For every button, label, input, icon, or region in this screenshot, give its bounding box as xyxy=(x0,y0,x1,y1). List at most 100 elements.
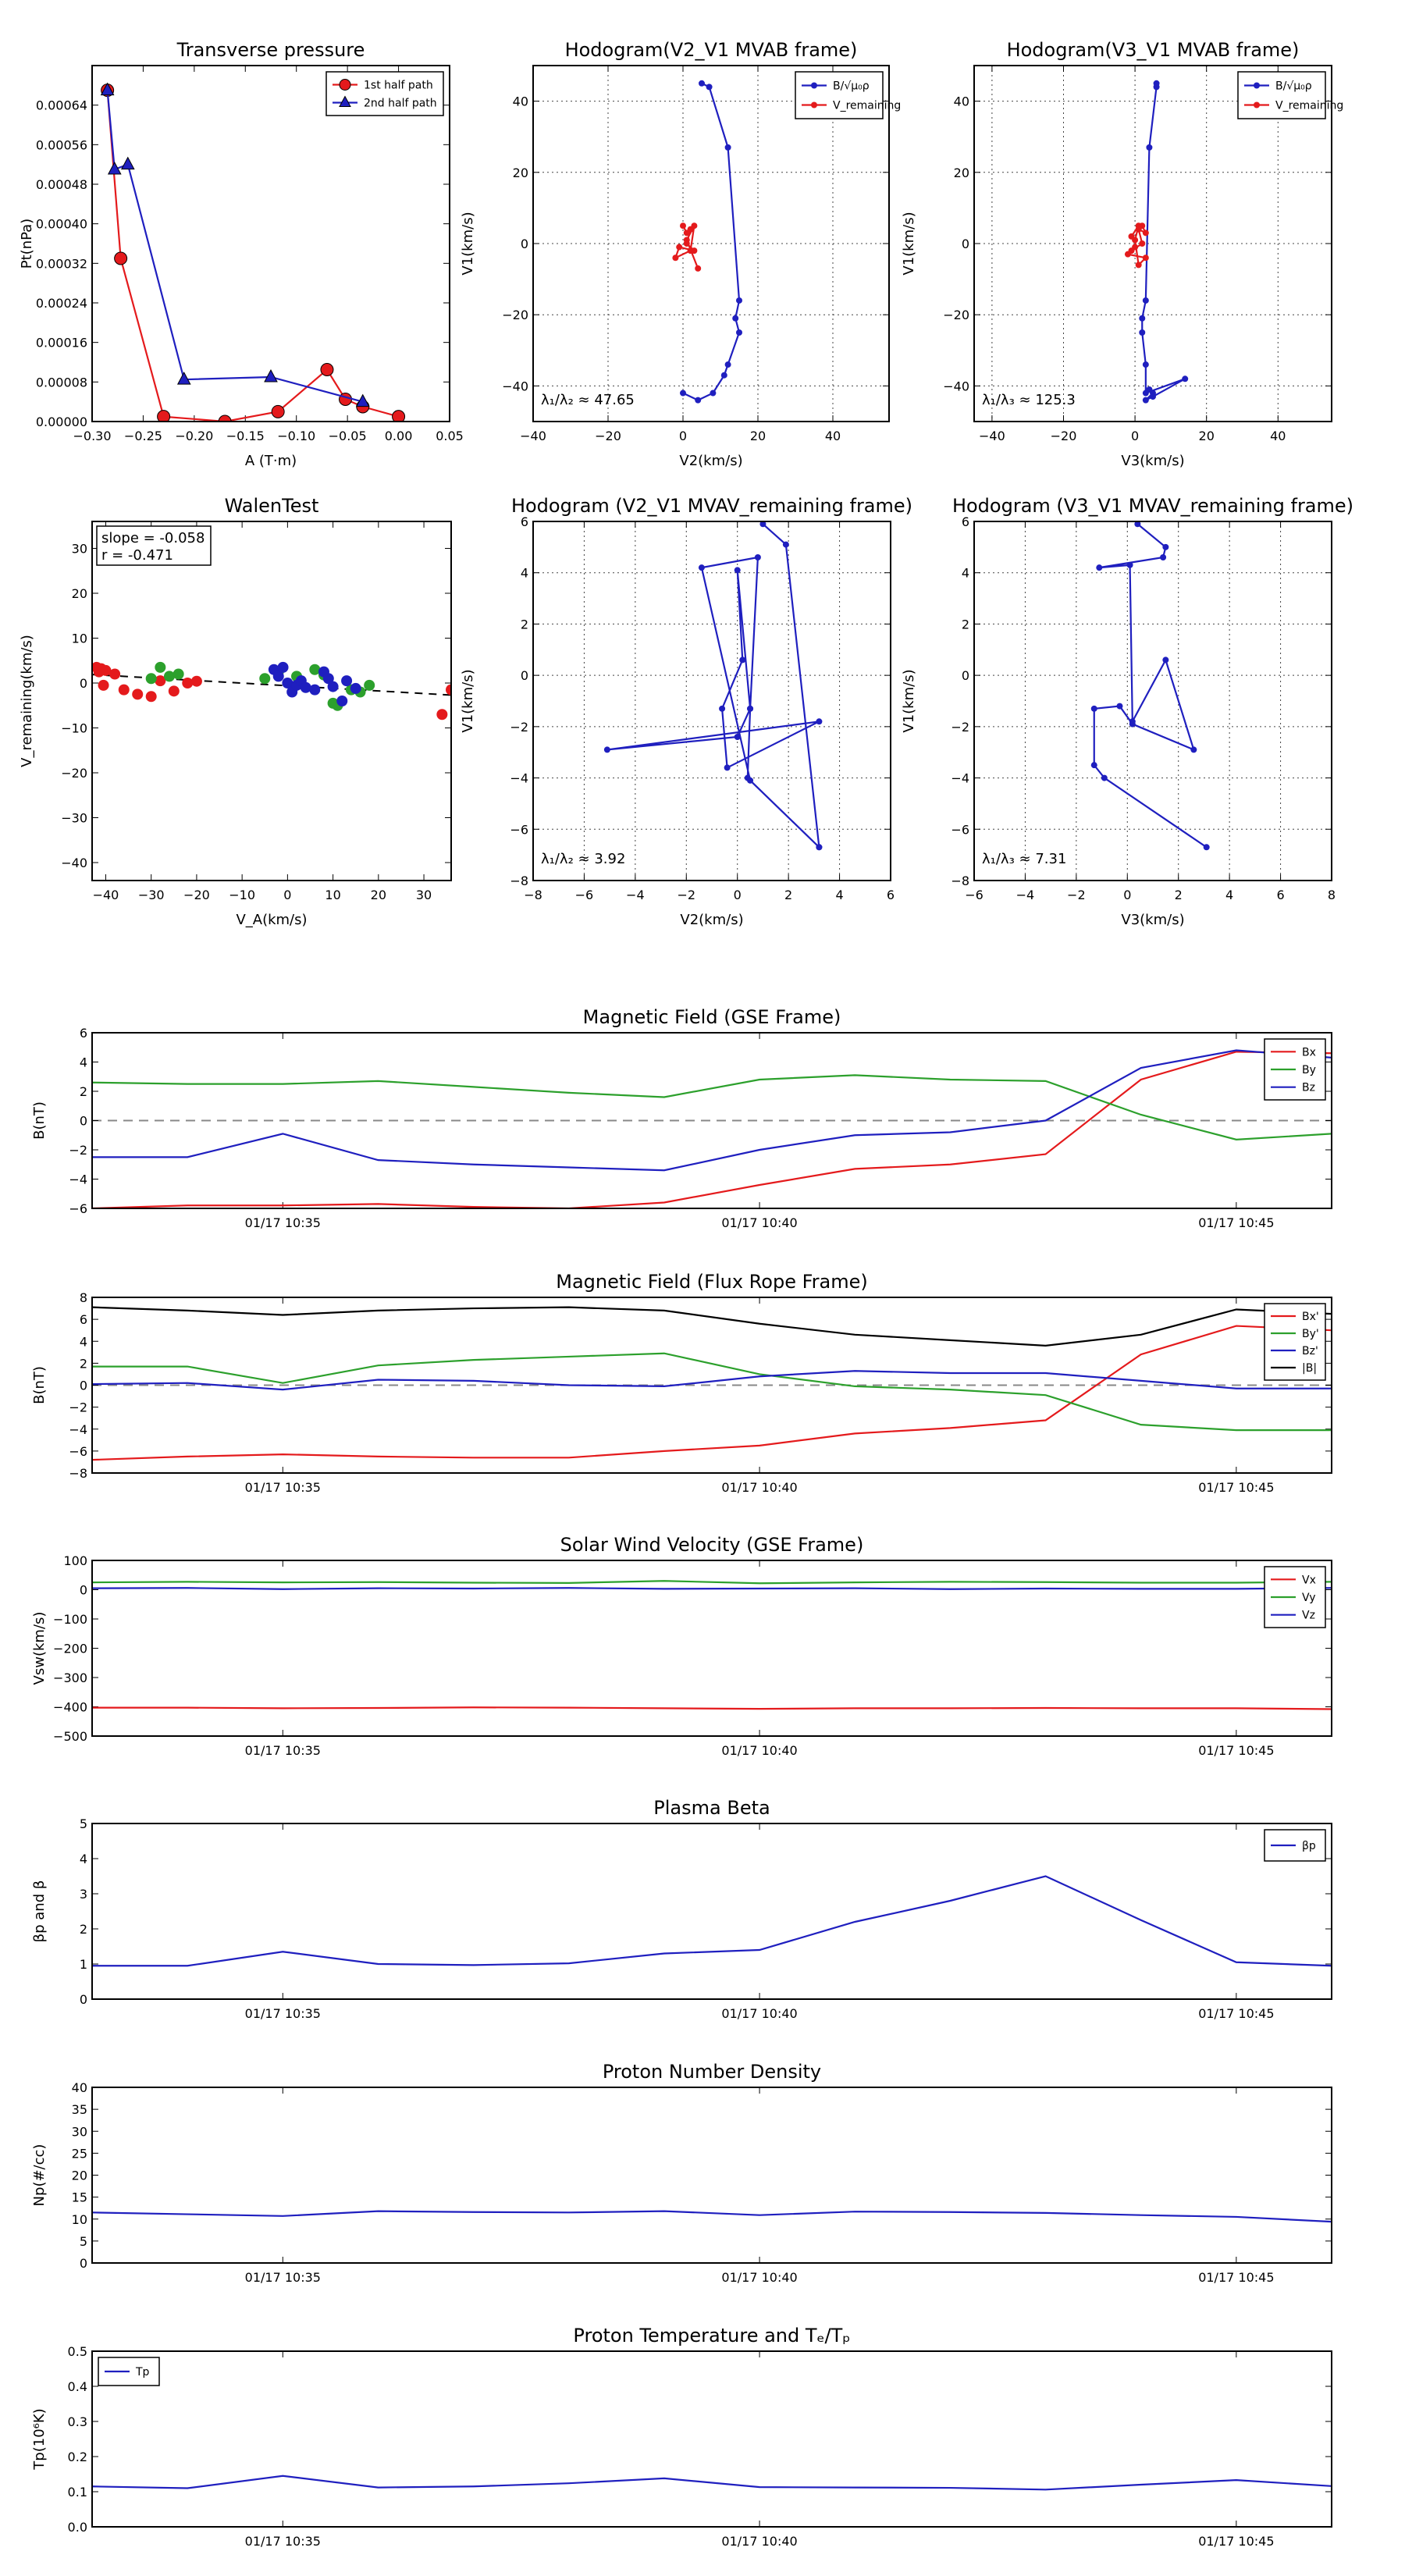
y-tick-label: 0.1 xyxy=(68,2485,87,2500)
plot-area xyxy=(92,1049,1332,1208)
x-tick-label: −0.20 xyxy=(175,429,213,443)
x-tick-label: 2 xyxy=(1175,888,1183,902)
data-point xyxy=(1116,703,1123,710)
y-tick-label: 0.00056 xyxy=(36,137,87,152)
data-point xyxy=(1160,554,1167,560)
y-axis-label: B(nT) xyxy=(31,1101,48,1140)
plot-area xyxy=(100,82,406,422)
x-tick-label: 01/17 10:45 xyxy=(1198,1215,1274,1230)
x-tick-label: 01/17 10:45 xyxy=(1198,2534,1274,2549)
axes-frame xyxy=(91,2087,1332,2264)
axes-frame xyxy=(91,1032,1332,1209)
x-tick-label: −2 xyxy=(1067,888,1086,902)
y-tick-label: −20 xyxy=(502,308,528,322)
chart-title: WalenTest xyxy=(225,495,319,517)
data-point xyxy=(676,244,683,251)
data-point xyxy=(1190,746,1197,753)
data-point-triangle xyxy=(176,372,191,385)
x-tick-label: 20 xyxy=(371,888,386,902)
data-point xyxy=(1203,844,1210,851)
y-tick-label: 0 xyxy=(80,676,87,691)
data-point xyxy=(1090,705,1097,712)
scatter-point xyxy=(109,668,121,680)
data-point xyxy=(699,80,705,87)
chart-title: Hodogram(V3_V1 MVAB frame) xyxy=(1007,39,1300,61)
data-point-circle xyxy=(218,415,232,422)
data-point-triangle xyxy=(100,82,115,96)
y-tick-label: 5 xyxy=(80,1816,87,1831)
legend-label: Bx xyxy=(1302,1046,1316,1059)
scatter-point xyxy=(100,664,112,676)
series-line-1 xyxy=(92,1875,1332,1967)
axes-frame xyxy=(532,65,890,422)
x-tick-label: 01/17 10:40 xyxy=(721,2006,797,2021)
x-axis-label: V2(km/s) xyxy=(679,453,742,469)
y-tick-label: 0.5 xyxy=(68,2344,87,2359)
axes-frame xyxy=(91,65,450,422)
data-point xyxy=(1182,375,1189,382)
data-point-circle xyxy=(114,251,128,265)
chart-panel-12: 01/17 10:35 01/17 10:40 01/17 10:45 0.0 0.1 0… xyxy=(31,2325,1332,2549)
scatter-point xyxy=(364,679,375,691)
data-point-triangle xyxy=(120,156,135,170)
legend: 1st half path 2nd half path xyxy=(325,71,444,116)
legend-marker xyxy=(339,79,351,91)
chart-title: Solar Wind Velocity (GSE Frame) xyxy=(560,1534,864,1556)
y-tick-label: 20 xyxy=(72,586,87,601)
y-axis-label: Pt(nPa) xyxy=(19,219,35,269)
y-tick-label: 0.00016 xyxy=(36,336,87,350)
data-point xyxy=(1126,561,1133,568)
data-point xyxy=(724,764,731,771)
legend-label: B/√μ₀ρ xyxy=(1275,80,1312,93)
data-point-circle xyxy=(271,404,285,418)
x-tick-label: −2 xyxy=(677,888,695,902)
y-tick-label: −2 xyxy=(510,720,528,735)
data-point xyxy=(1129,720,1136,728)
y-tick-label: −200 xyxy=(53,1642,87,1656)
legend-label: Bz' xyxy=(1302,1345,1318,1357)
legend-label: B/√μ₀ρ xyxy=(833,80,870,93)
y-tick-label: 0 xyxy=(962,237,969,251)
y-tick-label: 0 xyxy=(521,668,528,683)
chart-title: Hodogram (V3_V1 MVAV_remaining frame) xyxy=(952,495,1353,517)
y-tick-label: 40 xyxy=(513,94,528,109)
legend-label: V_remaining xyxy=(833,100,901,112)
data-point xyxy=(724,144,731,151)
data-point xyxy=(1135,222,1142,229)
y-tick-label: −8 xyxy=(69,1466,87,1481)
y-tick-label: −500 xyxy=(53,1729,87,1744)
data-point xyxy=(720,372,727,379)
y-tick-label: 0.00040 xyxy=(36,217,87,232)
data-point xyxy=(695,265,702,272)
y-axis-label: V1(km/s) xyxy=(901,669,917,732)
legend-label: Vy xyxy=(1302,1592,1316,1604)
y-tick-label: −6 xyxy=(69,1201,87,1216)
y-tick-label: −40 xyxy=(61,856,87,870)
x-tick-label: −0.05 xyxy=(329,429,367,443)
y-tick-label: −40 xyxy=(943,379,969,393)
data-point xyxy=(736,329,742,336)
data-point xyxy=(1132,244,1139,251)
legend-marker xyxy=(811,101,817,109)
legend-label: Bx' xyxy=(1302,1311,1319,1323)
y-tick-label: 4 xyxy=(80,1334,87,1349)
scatter-point xyxy=(309,684,321,696)
x-tick-label: 01/17 10:40 xyxy=(721,1743,797,1758)
plot-area xyxy=(92,2210,1332,2223)
data-point xyxy=(1101,774,1108,781)
axes-frame xyxy=(91,1823,1332,2000)
chart-panel-10: 01/17 10:35 01/17 10:40 01/17 10:45 0 1 2 3 4 5 P… xyxy=(31,1797,1332,2021)
x-tick-label: 01/17 10:35 xyxy=(245,2270,321,2285)
data-point-circle xyxy=(320,363,334,376)
x-tick-label: 0.05 xyxy=(436,429,464,443)
data-point xyxy=(732,315,739,322)
y-tick-label: 0 xyxy=(80,2256,87,2271)
y-axis-label: Vsw(km/s) xyxy=(31,1612,48,1685)
y-tick-label: −4 xyxy=(510,771,528,786)
data-point xyxy=(1153,84,1160,91)
legend-label: |B| xyxy=(1302,1362,1317,1375)
y-tick-label: 0 xyxy=(962,668,969,683)
x-tick-label: −20 xyxy=(1051,429,1077,443)
data-point-triangle xyxy=(355,393,370,407)
